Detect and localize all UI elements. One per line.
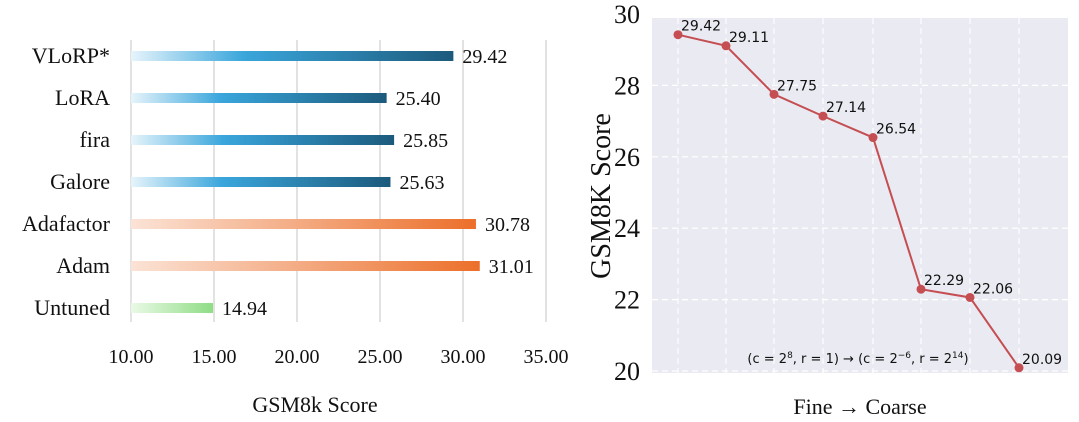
line-point-label: 27.75 [777, 78, 817, 94]
line-point-label: 27.14 [826, 100, 866, 116]
line-chart-y-tick-label: 30 [614, 0, 640, 29]
bar-chart-category-label: fira [79, 127, 110, 152]
bar-chart-x-tick-label: 20.00 [275, 346, 320, 368]
bar-chart-x-tick-label: 35.00 [524, 346, 569, 368]
bar-value-label: 30.78 [485, 214, 530, 236]
bar-value-label: 25.40 [396, 88, 441, 110]
line-point [868, 133, 878, 143]
line-chart-x-axis-label: Fine → Coarse [793, 394, 926, 419]
line-chart-y-tick-label: 22 [614, 286, 640, 315]
line-chart-y-tick-label: 28 [614, 71, 640, 100]
bar-chart-x-tick-label: 15.00 [192, 346, 237, 368]
bar-chart-bars [131, 51, 480, 313]
bar-chart-x-tick-label: 30.00 [441, 346, 486, 368]
bar [131, 219, 476, 229]
line-point [818, 111, 828, 121]
bar-value-label: 29.42 [462, 46, 507, 68]
bar [131, 93, 387, 103]
line-point-label: 26.54 [876, 122, 916, 138]
bar-chart-category-labels: VLoRP* LoRA fira Galore Adafactor Adam Untuned [22, 43, 111, 320]
line-point [916, 284, 926, 294]
bar [131, 177, 391, 187]
line-point [965, 292, 975, 302]
bar-value-label: 25.85 [403, 130, 448, 152]
line-chart-annotation: (c = 28, r = 1) → (c = 2−6, r = 214) [747, 351, 968, 367]
line-point [673, 30, 683, 40]
bar-chart-x-tick-label: 10.00 [109, 346, 154, 368]
bar-value-label: 31.01 [489, 256, 534, 278]
line-chart: 20 22 24 26 28 30 29.42 29.11 27.75 27.14 26.54 22… [586, 0, 1068, 419]
bar-chart-category-label: VLoRP* [32, 43, 110, 68]
line-point-label: 20.09 [1022, 352, 1062, 368]
bar-chart-x-axis-label: GSM8k Score [252, 392, 377, 417]
line-point-label: 22.06 [973, 281, 1013, 297]
bar [131, 303, 214, 313]
line-point [721, 41, 731, 51]
bar-value-label: 14.94 [222, 298, 267, 320]
line-chart-y-tick-label: 26 [614, 143, 640, 172]
line-point [1014, 363, 1024, 373]
bar [131, 135, 395, 145]
line-chart-y-tick-label: 20 [614, 357, 640, 386]
line-point [769, 89, 779, 99]
line-chart-grid [652, 13, 1068, 373]
line-chart-points [673, 30, 1024, 373]
bar-value-label: 25.63 [399, 172, 444, 194]
line-chart-plot-area [652, 18, 1068, 373]
bar-chart-category-label: LoRA [55, 85, 110, 110]
bar-chart-category-label: Adafactor [22, 211, 111, 236]
bar [131, 261, 480, 271]
line-chart-y-tick-labels: 20 22 24 26 28 30 [614, 0, 640, 386]
bar-chart-x-tick-label: 25.00 [358, 346, 403, 368]
line-point-label: 29.42 [681, 19, 721, 35]
bar-chart: VLoRP* LoRA fira Galore Adafactor Adam Untuned… [22, 40, 569, 417]
bar-chart-value-labels: 29.42 25.40 25.85 25.63 30.78 31.01 14.94 [222, 46, 534, 320]
line-chart-y-tick-label: 24 [614, 214, 640, 243]
line-point-label: 22.29 [924, 273, 964, 289]
bar-chart-category-label: Galore [50, 169, 110, 194]
line-point-label: 29.11 [729, 30, 769, 46]
line-chart-point-labels: 29.42 29.11 27.75 27.14 26.54 22.29 22.06 20.09 [681, 19, 1062, 368]
bar [131, 51, 454, 61]
bar-chart-category-label: Untuned [34, 295, 110, 320]
bar-chart-category-label: Adam [56, 253, 110, 278]
bar-chart-x-tick-labels: 10.00 15.00 20.00 25.00 30.00 35.00 [109, 346, 569, 368]
line-chart-y-axis-label: GSM8K Score [586, 113, 617, 279]
line-chart-series-line [677, 33, 1020, 369]
